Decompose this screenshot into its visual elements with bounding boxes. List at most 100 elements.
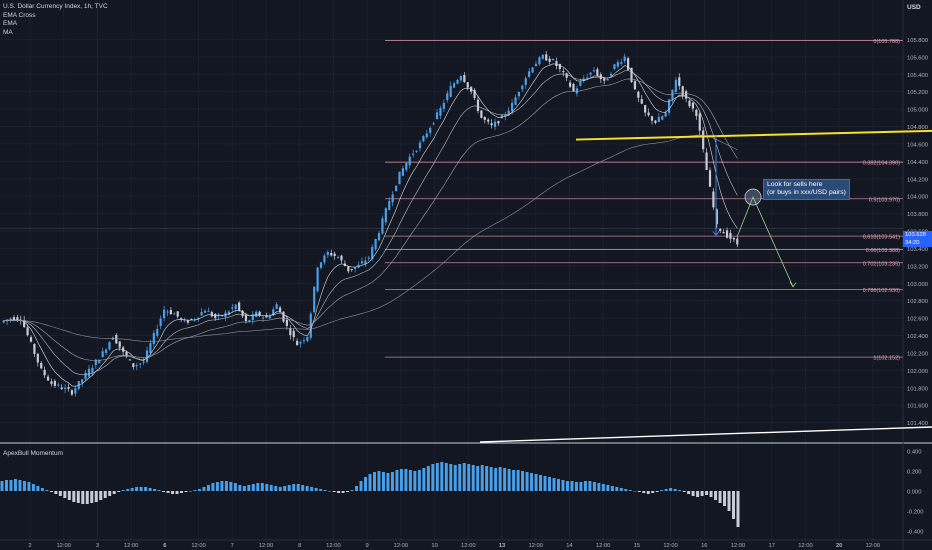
time-tick-label: 20 <box>836 543 842 549</box>
momentum-bar <box>27 482 31 491</box>
candle-body <box>9 318 12 320</box>
candle-body <box>23 320 26 328</box>
momentum-bar <box>660 490 664 491</box>
candle-body <box>548 58 551 62</box>
momentum-bar <box>90 491 94 503</box>
momentum-bar <box>319 489 323 491</box>
momentum-bar <box>4 480 8 491</box>
momentum-bar <box>108 491 112 496</box>
candles <box>2 50 739 397</box>
price-tick-label: 105.200 <box>907 90 928 96</box>
candle-body <box>333 253 336 257</box>
price-tick-label: 105.800 <box>907 38 928 44</box>
momentum-bar <box>530 473 534 491</box>
candle-body <box>190 318 193 320</box>
candle-body <box>285 319 289 326</box>
candle-body <box>162 309 166 319</box>
candle-body <box>685 91 688 99</box>
time-tick-label: 17 <box>769 543 775 549</box>
momentum-bar <box>521 471 525 491</box>
candle-body <box>12 317 16 321</box>
annotation-note[interactable]: Look for sells here (or buys in xxx/USD … <box>763 179 850 200</box>
candle-body <box>364 260 367 264</box>
candle-body <box>258 311 261 316</box>
indicator-ema[interactable]: EMA <box>3 20 18 28</box>
candle-body <box>592 70 596 72</box>
projected-path <box>737 196 794 287</box>
candle-body <box>371 246 374 259</box>
momentum-bar <box>543 476 547 491</box>
momentum-bar <box>435 463 439 491</box>
candle-body <box>2 320 5 323</box>
momentum-bar <box>323 490 327 491</box>
indicator-ma[interactable]: MA <box>3 28 13 36</box>
candle-body <box>705 152 708 170</box>
candle-body <box>623 56 626 62</box>
indicator-ema-cross[interactable]: EMA Cross <box>3 11 36 19</box>
momentum-bar <box>458 464 462 491</box>
momentum-bar <box>700 491 704 496</box>
momentum-bar <box>153 489 157 491</box>
momentum-bar <box>714 491 718 500</box>
candle-body <box>449 85 452 97</box>
candle-body <box>715 209 718 225</box>
momentum-bar <box>157 490 161 491</box>
candle-body <box>551 58 555 61</box>
candle-body <box>98 359 101 364</box>
price-tick-label: 101.800 <box>907 386 928 392</box>
candle-body <box>354 267 357 270</box>
oscillator-title[interactable]: ApexBull Momentum <box>3 450 63 457</box>
momentum-bar <box>467 464 471 491</box>
candle-body <box>572 83 575 92</box>
momentum-bar <box>54 491 58 494</box>
momentum-bar <box>175 491 179 494</box>
chart-legend: U.S. Dollar Currency Index, 1h, TVC EMA … <box>3 3 108 37</box>
candle-body <box>169 309 172 315</box>
momentum-bar <box>565 481 569 491</box>
symbol-title[interactable]: U.S. Dollar Currency Index, 1h, TVC <box>3 3 108 10</box>
candle-body <box>60 387 63 390</box>
candle-body <box>176 311 179 317</box>
momentum-bar <box>305 486 309 491</box>
candle-body <box>504 114 507 117</box>
momentum-bar <box>36 486 40 491</box>
time-tick-label: 12:00 <box>191 543 206 549</box>
time-tick-label: 2 <box>28 543 31 549</box>
candle-body <box>586 77 589 79</box>
candle-body <box>149 343 152 353</box>
momentum-bar <box>633 491 637 492</box>
candle-body <box>323 255 326 263</box>
price-tick-label: 103.800 <box>907 212 928 218</box>
time-tick-label: 9 <box>366 543 369 549</box>
candle-body <box>231 307 234 309</box>
candle-body <box>531 67 534 73</box>
fib-level-label: 1(102.152) <box>873 356 900 362</box>
momentum-bar <box>22 481 26 491</box>
momentum-bar <box>628 490 632 491</box>
candle-body <box>708 170 712 187</box>
momentum-bar <box>597 483 601 491</box>
grid-lines <box>0 0 903 540</box>
momentum-bar <box>144 487 148 491</box>
candle-body <box>210 312 213 317</box>
candle-body <box>115 334 118 344</box>
candle-body <box>197 317 200 319</box>
price-tick-label: 103.400 <box>907 247 928 253</box>
momentum-bar <box>359 481 363 491</box>
candle-body <box>647 112 650 116</box>
candle-body <box>681 86 684 96</box>
momentum-bar <box>220 481 224 491</box>
ema-fast-line <box>3 63 738 387</box>
momentum-bar <box>669 488 673 491</box>
candle-body <box>483 117 486 120</box>
candle-body <box>33 343 36 354</box>
candle-body <box>528 71 531 77</box>
candle-body <box>36 353 39 363</box>
momentum-bar <box>40 488 44 491</box>
candle-body <box>70 390 74 395</box>
candle-body <box>313 286 316 313</box>
currency-label[interactable]: USD <box>907 4 921 11</box>
candle-body <box>616 62 619 67</box>
candle-body <box>582 78 585 82</box>
